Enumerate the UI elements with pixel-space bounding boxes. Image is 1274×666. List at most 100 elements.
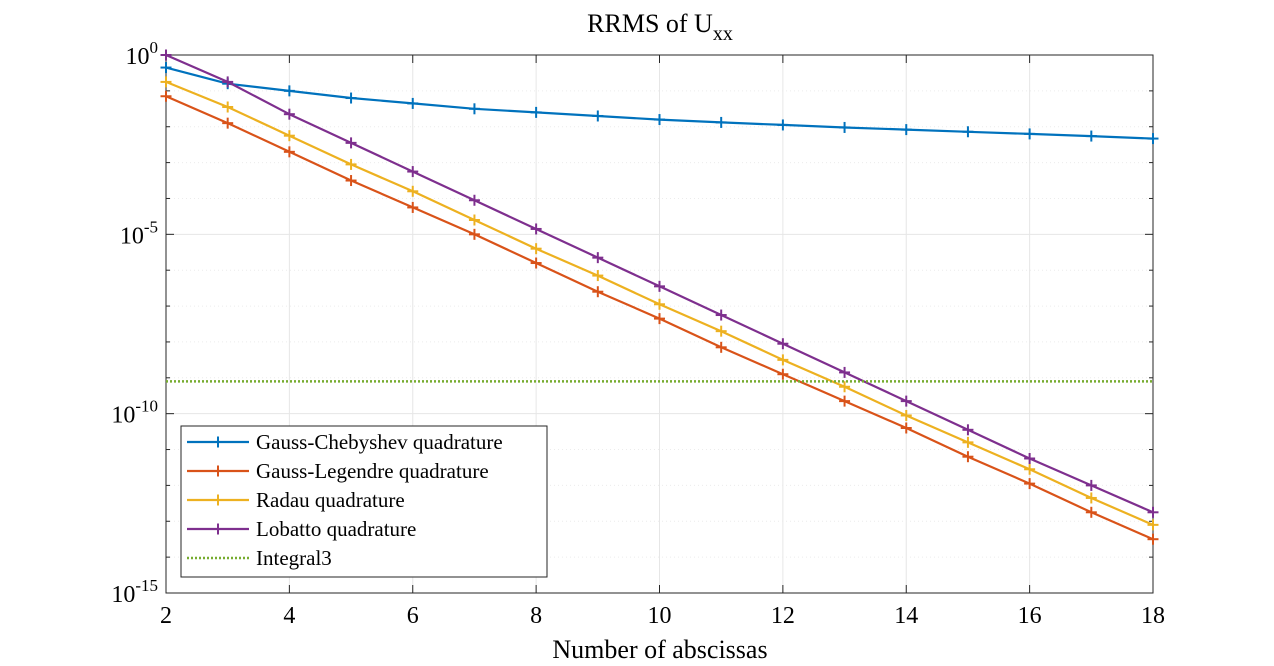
legend-label: Gauss-Legendre quadrature: [256, 459, 489, 483]
data-point: [283, 130, 295, 142]
series-lobatto-quadrature: [160, 49, 1159, 518]
y-tick-label: 100: [126, 38, 159, 70]
data-point: [1085, 130, 1097, 142]
legend-label: Lobatto quadrature: [256, 517, 416, 541]
data-point: [654, 298, 665, 310]
data-point: [900, 422, 912, 434]
data-point: [468, 228, 480, 240]
data-point: [1147, 133, 1159, 145]
data-point: [592, 252, 604, 264]
data-point: [1024, 128, 1036, 140]
legend-label: Gauss-Chebyshev quadrature: [256, 430, 503, 454]
legend: Gauss-Chebyshev quadrature Gauss-Legendre…: [180, 425, 548, 578]
data-point: [777, 368, 789, 380]
x-tick-label: 12: [771, 603, 795, 629]
legend-item: Gauss-Legendre quadrature: [187, 459, 489, 483]
data-point: [160, 49, 172, 61]
data-point: [345, 158, 357, 170]
data-point: [1147, 533, 1159, 545]
y-tick-label: 10-5: [120, 217, 158, 249]
data-point: [160, 62, 172, 74]
legend-item: Integral3: [187, 546, 332, 570]
data-point: [962, 436, 974, 448]
ticks: 2 4 6 8 10 12 14 16 18 100 10-5 10-10 10-15: [111, 38, 1165, 629]
data-point: [839, 381, 851, 393]
data-point: [1085, 479, 1097, 491]
data-point: [962, 126, 974, 138]
data-point: [654, 313, 665, 325]
data-point: [839, 366, 851, 378]
data-point: [592, 110, 604, 122]
x-tick-label: 2: [160, 603, 172, 629]
series-gauss-chebyshev-quadrature: [160, 62, 1159, 145]
legend-label: Radau quadrature: [256, 488, 405, 512]
y-tick-label: 10-15: [111, 576, 158, 608]
data-point: [468, 103, 480, 115]
series-gauss-legendre-quadrature: [160, 90, 1159, 545]
data-point: [592, 286, 604, 298]
data-point: [222, 76, 234, 88]
data-point: [407, 185, 419, 197]
x-tick-label: 8: [530, 603, 542, 629]
data-point: [160, 76, 172, 88]
data-point: [345, 175, 357, 187]
data-point: [900, 124, 912, 136]
data-point: [715, 116, 727, 128]
data-point: [283, 146, 295, 158]
data-point: [1085, 492, 1097, 504]
data-point: [839, 395, 851, 407]
data-point: [839, 121, 851, 133]
series-group: [160, 49, 1159, 545]
data-point: [345, 137, 357, 149]
data-point: [962, 451, 974, 463]
data-point: [1024, 478, 1036, 490]
data-point: [715, 309, 727, 321]
data-point: [407, 201, 419, 213]
x-tick-label: 10: [648, 603, 672, 629]
data-point: [1085, 506, 1097, 518]
data-point: [900, 395, 912, 407]
data-point: [222, 117, 234, 129]
data-point: [777, 338, 789, 350]
x-tick-label: 18: [1141, 603, 1165, 629]
data-point: [777, 354, 789, 366]
data-point: [468, 214, 480, 226]
legend-item: Gauss-Chebyshev quadrature: [187, 430, 503, 454]
x-tick-label: 16: [1018, 603, 1042, 629]
legend-box: [180, 425, 548, 578]
legend-item: Radau quadrature: [187, 488, 405, 512]
y-tick-label: 10-10: [111, 397, 158, 429]
data-point: [468, 194, 480, 206]
data-point: [715, 325, 727, 337]
data-point: [407, 97, 419, 109]
data-point: [1147, 506, 1159, 518]
legend-item: Lobatto quadrature: [187, 517, 416, 541]
data-point: [530, 223, 542, 235]
chart-title: RRMS of Uxx: [587, 9, 733, 45]
x-tick-label: 6: [407, 603, 419, 629]
data-point: [900, 409, 912, 421]
data-point: [530, 106, 542, 118]
data-point: [530, 243, 542, 255]
data-point: [283, 108, 295, 120]
data-point: [222, 101, 234, 113]
x-tick-label: 14: [894, 603, 918, 629]
data-point: [715, 341, 727, 353]
data-point: [654, 114, 665, 126]
data-point: [345, 92, 357, 104]
data-point: [1024, 463, 1036, 475]
data-point: [1147, 519, 1159, 531]
data-point: [283, 85, 295, 97]
data-point: [1024, 453, 1036, 464]
data-point: [777, 119, 789, 131]
x-tick-label: 4: [283, 603, 295, 629]
legend-label: Integral3: [256, 546, 332, 570]
x-axis-label: Number of abscissas: [552, 635, 767, 664]
data-point: [654, 280, 665, 292]
data-point: [407, 166, 419, 178]
series-radau-quadrature: [160, 76, 1159, 531]
data-point: [592, 270, 604, 282]
data-point: [530, 257, 542, 269]
data-point: [160, 90, 172, 102]
